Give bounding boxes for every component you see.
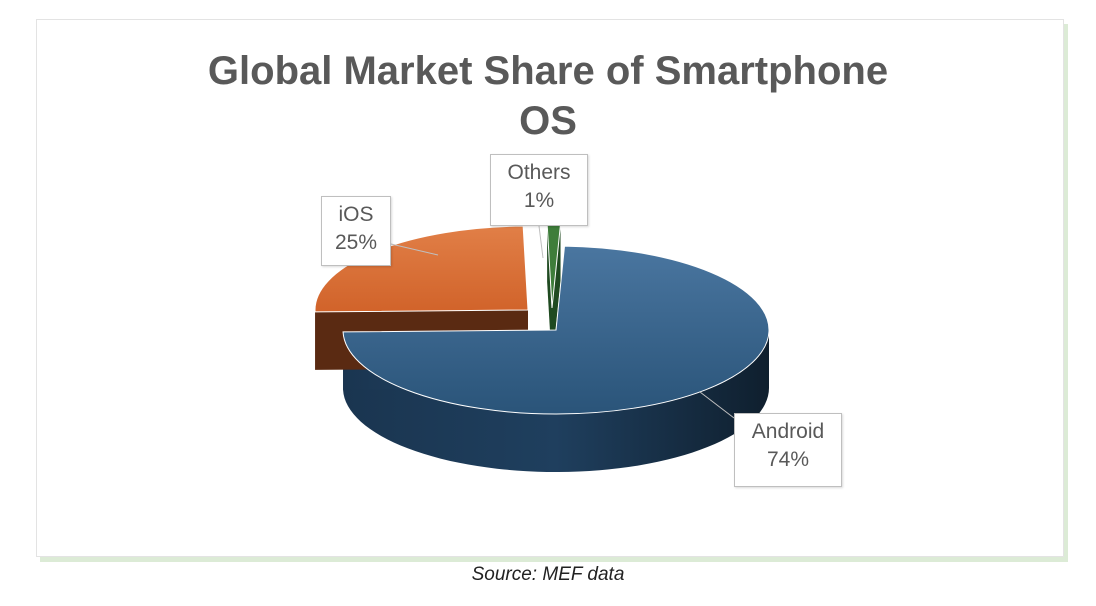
data-label-others: Others 1% bbox=[490, 154, 588, 226]
leader-line-android bbox=[699, 391, 735, 419]
data-label-android-name: Android bbox=[751, 420, 825, 443]
pie-side-android bbox=[343, 330, 769, 473]
data-label-others-value: 1% bbox=[523, 189, 555, 212]
pie-tops bbox=[314, 223, 770, 415]
pie-leaders bbox=[390, 225, 735, 419]
leader-line-others bbox=[538, 225, 544, 259]
chart-title-line-2: OS bbox=[519, 99, 577, 143]
data-label-ios-value: 25% bbox=[334, 231, 378, 254]
data-label-ios-name: iOS bbox=[338, 203, 374, 226]
source-caption: Source: MEF data bbox=[471, 564, 625, 585]
leader-line-ios bbox=[390, 243, 439, 256]
chart-title: Global Market Share of Smartphone OS bbox=[0, 46, 1096, 146]
data-label-ios: iOS 25% bbox=[321, 196, 391, 266]
pie-slice-android bbox=[342, 245, 770, 415]
data-label-android-value: 74% bbox=[766, 448, 810, 471]
data-label-others-name: Others bbox=[507, 161, 571, 184]
chart-title-line-1: Global Market Share of Smartphone bbox=[207, 49, 889, 93]
data-label-android: Android 74% bbox=[734, 413, 842, 487]
